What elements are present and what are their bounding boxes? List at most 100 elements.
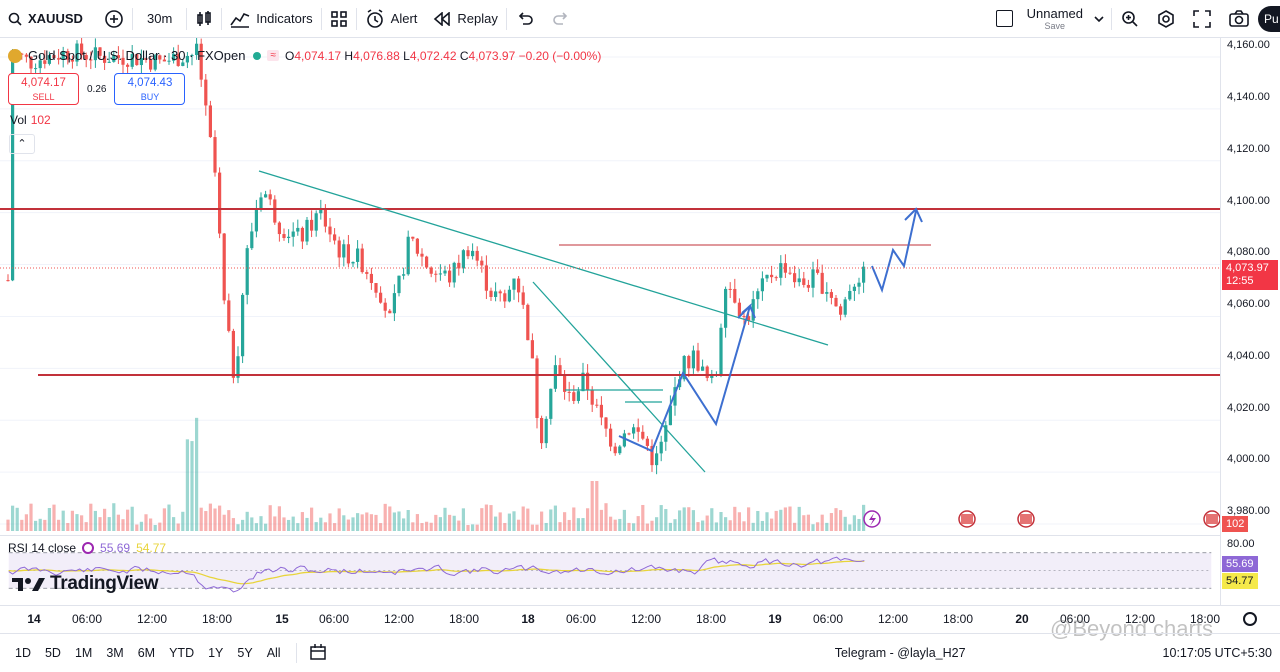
volume-bar xyxy=(319,517,323,531)
price-axis[interactable]: 4,160.00 4,140.00 4,120.00 4,100.00 4,08… xyxy=(1220,38,1280,605)
undo-icon xyxy=(518,11,533,25)
volume-bar xyxy=(834,508,838,531)
volume-bar xyxy=(158,522,162,531)
candle-body xyxy=(747,316,751,321)
volume-bar xyxy=(89,503,93,531)
candle-body xyxy=(112,55,116,62)
price-chart[interactable] xyxy=(0,38,1220,533)
alert-label: Alert xyxy=(390,11,418,26)
candle-body xyxy=(494,291,498,297)
range-1y-button[interactable]: 1Y xyxy=(208,646,224,660)
volume-bar xyxy=(779,509,783,531)
volume-bar xyxy=(535,524,539,531)
plus-circle-icon xyxy=(105,9,123,28)
symbol-title[interactable]: Gold Spot / U.S. Dollar · 30 · FXOpen xyxy=(28,48,246,63)
candle-body xyxy=(811,269,815,288)
range-ytd-button[interactable]: YTD xyxy=(169,646,195,660)
flag-glyph xyxy=(1020,514,1032,524)
time-label: 14 xyxy=(27,612,41,626)
volume-bar xyxy=(126,509,130,531)
candle-body xyxy=(632,427,636,434)
volume-bar xyxy=(802,515,806,531)
layout-menu[interactable]: Unnamed Save xyxy=(990,0,1111,38)
rsi-pane[interactable] xyxy=(0,535,1220,605)
volume-bar xyxy=(512,511,516,531)
range-6m-button[interactable]: 6M xyxy=(137,646,156,660)
interval-button[interactable]: 30m xyxy=(133,0,186,38)
candle-body xyxy=(415,238,419,254)
close-label: C xyxy=(459,48,469,63)
channel-trendline[interactable] xyxy=(532,281,706,473)
compare-symbol-button[interactable] xyxy=(96,0,132,38)
rsi-label: RSI 14 close xyxy=(8,541,77,555)
chart-type-button[interactable] xyxy=(187,0,221,38)
range-5y-button[interactable]: 5Y xyxy=(237,646,253,660)
range-all-button[interactable]: All xyxy=(266,646,281,660)
collapse-legend-button[interactable]: ⌃ xyxy=(9,134,35,154)
publish-button[interactable]: Pu xyxy=(1258,0,1280,38)
time-label: 12:00 xyxy=(877,612,909,626)
rsi-legend[interactable]: RSI 14 close 55.69 54.77 xyxy=(8,541,166,555)
candle-body xyxy=(374,283,378,293)
axis-settings-gear-icon[interactable] xyxy=(1243,612,1257,626)
volume-bar xyxy=(135,524,139,531)
candle-body xyxy=(195,43,199,56)
toolbar-divider xyxy=(505,7,507,30)
candle-body xyxy=(484,265,488,291)
sell-button[interactable]: 4,074.17 SELL xyxy=(8,73,79,105)
camera-icon xyxy=(1229,9,1249,27)
publish-label: Pu xyxy=(1258,5,1280,32)
range-5d-button[interactable]: 5D xyxy=(44,646,61,660)
volume-bar xyxy=(52,504,56,531)
replay-button[interactable]: Replay xyxy=(425,0,505,38)
descending-trendline[interactable] xyxy=(258,170,829,346)
volume-bar xyxy=(530,524,534,531)
go-to-date-button[interactable] xyxy=(309,643,327,664)
volume-bar xyxy=(144,514,148,531)
volume-bar xyxy=(742,521,746,531)
volume-bar xyxy=(756,510,760,531)
volume-bar xyxy=(655,517,659,531)
candle-body xyxy=(135,54,139,66)
utc-clock[interactable]: 10:17:05 UTC+5:30 xyxy=(1162,646,1272,660)
volume-bar xyxy=(475,524,479,531)
volume-bar xyxy=(636,516,640,531)
buy-button[interactable]: 4,074.43 BUY xyxy=(114,73,186,105)
event-markers[interactable] xyxy=(863,510,1220,528)
quick-search-button[interactable] xyxy=(1112,0,1148,38)
toolbar-divider xyxy=(320,7,322,30)
candle-body xyxy=(172,53,176,61)
snapshot-button[interactable] xyxy=(1220,0,1258,38)
volume-legend[interactable]: Vol 102 xyxy=(10,113,51,127)
volume-bar xyxy=(236,524,240,531)
symbol-search-button[interactable]: XAUUSD xyxy=(0,0,96,38)
fullscreen-button[interactable] xyxy=(1184,0,1220,38)
market-status-icon xyxy=(253,51,262,60)
settings-button[interactable] xyxy=(1148,0,1184,38)
range-1d-button[interactable]: 1D xyxy=(15,646,31,660)
volume-bar xyxy=(765,512,769,531)
flag-glyph xyxy=(961,514,973,524)
indicators-button[interactable]: Indicators xyxy=(222,0,320,38)
range-3m-button[interactable]: 3M xyxy=(106,646,124,660)
volume-bar xyxy=(425,521,429,531)
sell-label: SELL xyxy=(32,92,55,102)
templates-button[interactable] xyxy=(322,0,356,38)
candle-body xyxy=(75,43,79,62)
range-1m-button[interactable]: 1M xyxy=(74,646,93,660)
undo-button[interactable] xyxy=(507,0,543,38)
replay-label: Replay xyxy=(457,11,498,26)
rsi-settings-icon[interactable] xyxy=(82,542,95,554)
alert-button[interactable]: Alert xyxy=(357,0,426,38)
volume-bar xyxy=(576,518,580,531)
flag-glyph xyxy=(1206,514,1218,524)
tradingview-logo[interactable]: TradingView xyxy=(12,573,159,595)
projection-arrowhead-1 xyxy=(737,304,756,319)
time-axis[interactable]: 14 06:00 12:00 18:00 15 06:00 12:00 18:0… xyxy=(0,605,1280,633)
data-menu-icon[interactable]: ≈ xyxy=(267,50,279,61)
volume-bar xyxy=(149,518,153,531)
projection-path-2[interactable] xyxy=(871,210,917,294)
volume-bar xyxy=(342,515,346,531)
redo-button[interactable] xyxy=(543,0,579,38)
volume-bar xyxy=(687,507,691,531)
